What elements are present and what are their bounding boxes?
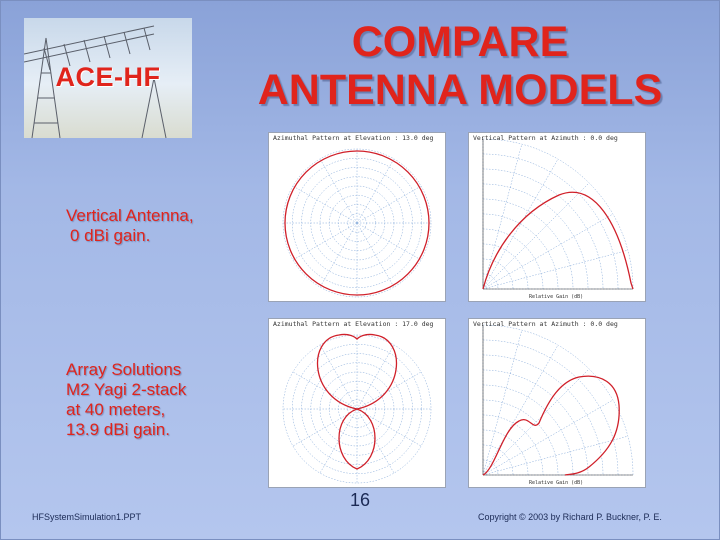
azimuth-pattern-circle: [284, 150, 430, 296]
grid-arc: [482, 213, 559, 290]
polar-grid: [282, 334, 432, 484]
grid-arc: [482, 399, 559, 476]
azimuth-plot-vertical-caption: Azimuthal Pattern at Elevation : 13.0 de…: [273, 134, 434, 142]
grid-spoke: [356, 371, 422, 410]
array-solutions-line-2: M2 Yagi 2-stack: [66, 380, 187, 399]
grid-spoke: [482, 399, 614, 476]
azimuth-plot-vertical: Azimuthal Pattern at Elevation : 13.0 de…: [268, 132, 446, 302]
grid-spoke: [482, 158, 559, 290]
grid-spoke: [319, 158, 358, 224]
grid-spoke: [356, 222, 395, 288]
grid-spoke: [356, 344, 395, 410]
yagi-main-lobe: [316, 333, 398, 410]
footer-filename: HFSystemSimulation1.PPT: [32, 512, 142, 522]
grid-ring: [292, 344, 422, 474]
elevation-plot-vertical-caption: Vertical Pattern at Azimuth : 0.0 deg: [473, 134, 618, 142]
grid-arc: [482, 339, 619, 476]
azimuth-plot-yagi: Azimuthal Pattern at Elevation : 17.0 de…: [268, 318, 446, 488]
quarter-polar-grid: [482, 138, 634, 290]
grid-spoke: [482, 368, 590, 476]
elevation-plot-yagi-axis-label: Relative Gain (dB): [529, 480, 583, 486]
azimuth-plot-yagi-caption: Azimuthal Pattern at Elevation : 17.0 de…: [273, 320, 434, 328]
yagi-back-lobe: [338, 408, 376, 470]
vertical-antenna-line-1: Vertical Antenna,: [66, 206, 194, 225]
grid-spoke: [356, 158, 395, 224]
grid-spoke: [482, 144, 523, 290]
grid-arc: [482, 324, 634, 476]
grid-spoke: [292, 408, 358, 447]
grid-arc: [482, 153, 619, 290]
grid-spoke: [482, 249, 628, 290]
grid-arc: [482, 444, 514, 476]
elevation-plot-yagi-svg: Relative Gain (dB): [482, 324, 634, 486]
grid-ring: [282, 148, 432, 298]
title-line-1: COMPARE: [351, 18, 569, 66]
elevation-pattern-yagi: [482, 375, 620, 476]
quarter-polar-grid: [482, 324, 634, 476]
title-line-2: ANTENNA MODELS: [257, 66, 663, 114]
grid-spoke: [356, 222, 422, 261]
grid-spoke: [292, 185, 358, 224]
grid-spoke: [319, 344, 358, 410]
grid-spoke: [482, 182, 590, 290]
elevation-plot-yagi: Vertical Pattern at Azimuth : 0.0 deg Re…: [468, 318, 646, 488]
grid-spoke: [482, 213, 614, 290]
grid-spoke: [356, 408, 422, 447]
azimuth-plot-vertical-svg: [282, 148, 432, 298]
antenna-tower-graphic: [24, 25, 167, 138]
logo-text: ACE-HF: [55, 62, 161, 92]
grid-spoke: [356, 185, 422, 224]
grid-ring: [292, 158, 422, 288]
grid-arc: [482, 354, 604, 476]
elevation-plot-yagi-caption: Vertical Pattern at Azimuth : 0.0 deg: [473, 320, 618, 328]
grid-arc: [482, 138, 634, 290]
vertical-antenna-label: Vertical Antenna, 0 dBi gain.: [66, 206, 194, 246]
polar-grid: [282, 148, 432, 298]
elevation-plot-vertical-svg: Relative Gain (dB): [482, 138, 634, 300]
slide-title: COMPARE ANTENNA MODELS: [240, 18, 680, 114]
array-solutions-line-3: at 40 meters,: [66, 400, 166, 419]
grid-spoke: [292, 371, 358, 410]
grid-arc: [482, 384, 574, 476]
grid-arc: [482, 258, 514, 290]
elevation-plot-vertical-axis-label: Relative Gain (dB): [529, 294, 583, 300]
elevation-plot-vertical: Vertical Pattern at Azimuth : 0.0 deg Re…: [468, 132, 646, 302]
grid-spoke: [292, 222, 358, 261]
elevation-pattern-vertical: [482, 191, 634, 290]
footer-copyright: Copyright © 2003 by Richard P. Buckner, …: [478, 512, 662, 522]
grid-spoke: [482, 330, 523, 476]
array-solutions-line-1: Array Solutions: [66, 360, 182, 379]
array-solutions-line-4: 13.9 dBi gain.: [66, 420, 170, 439]
grid-spoke: [482, 344, 559, 476]
grid-arc: [482, 168, 604, 290]
vertical-antenna-line-2: 0 dBi gain.: [70, 226, 151, 245]
array-solutions-label: Array Solutions M2 Yagi 2-stack at 40 me…: [66, 360, 186, 440]
grid-arc: [482, 459, 499, 476]
grid-spoke: [482, 435, 628, 476]
page-number: 16: [349, 490, 371, 510]
grid-spoke: [319, 222, 358, 288]
ace-hf-logo: ACE-HF: [24, 18, 192, 138]
grid-arc: [482, 273, 499, 290]
grid-arc: [482, 198, 574, 290]
azimuth-plot-yagi-svg: [282, 333, 432, 484]
grid-ring: [282, 334, 432, 484]
